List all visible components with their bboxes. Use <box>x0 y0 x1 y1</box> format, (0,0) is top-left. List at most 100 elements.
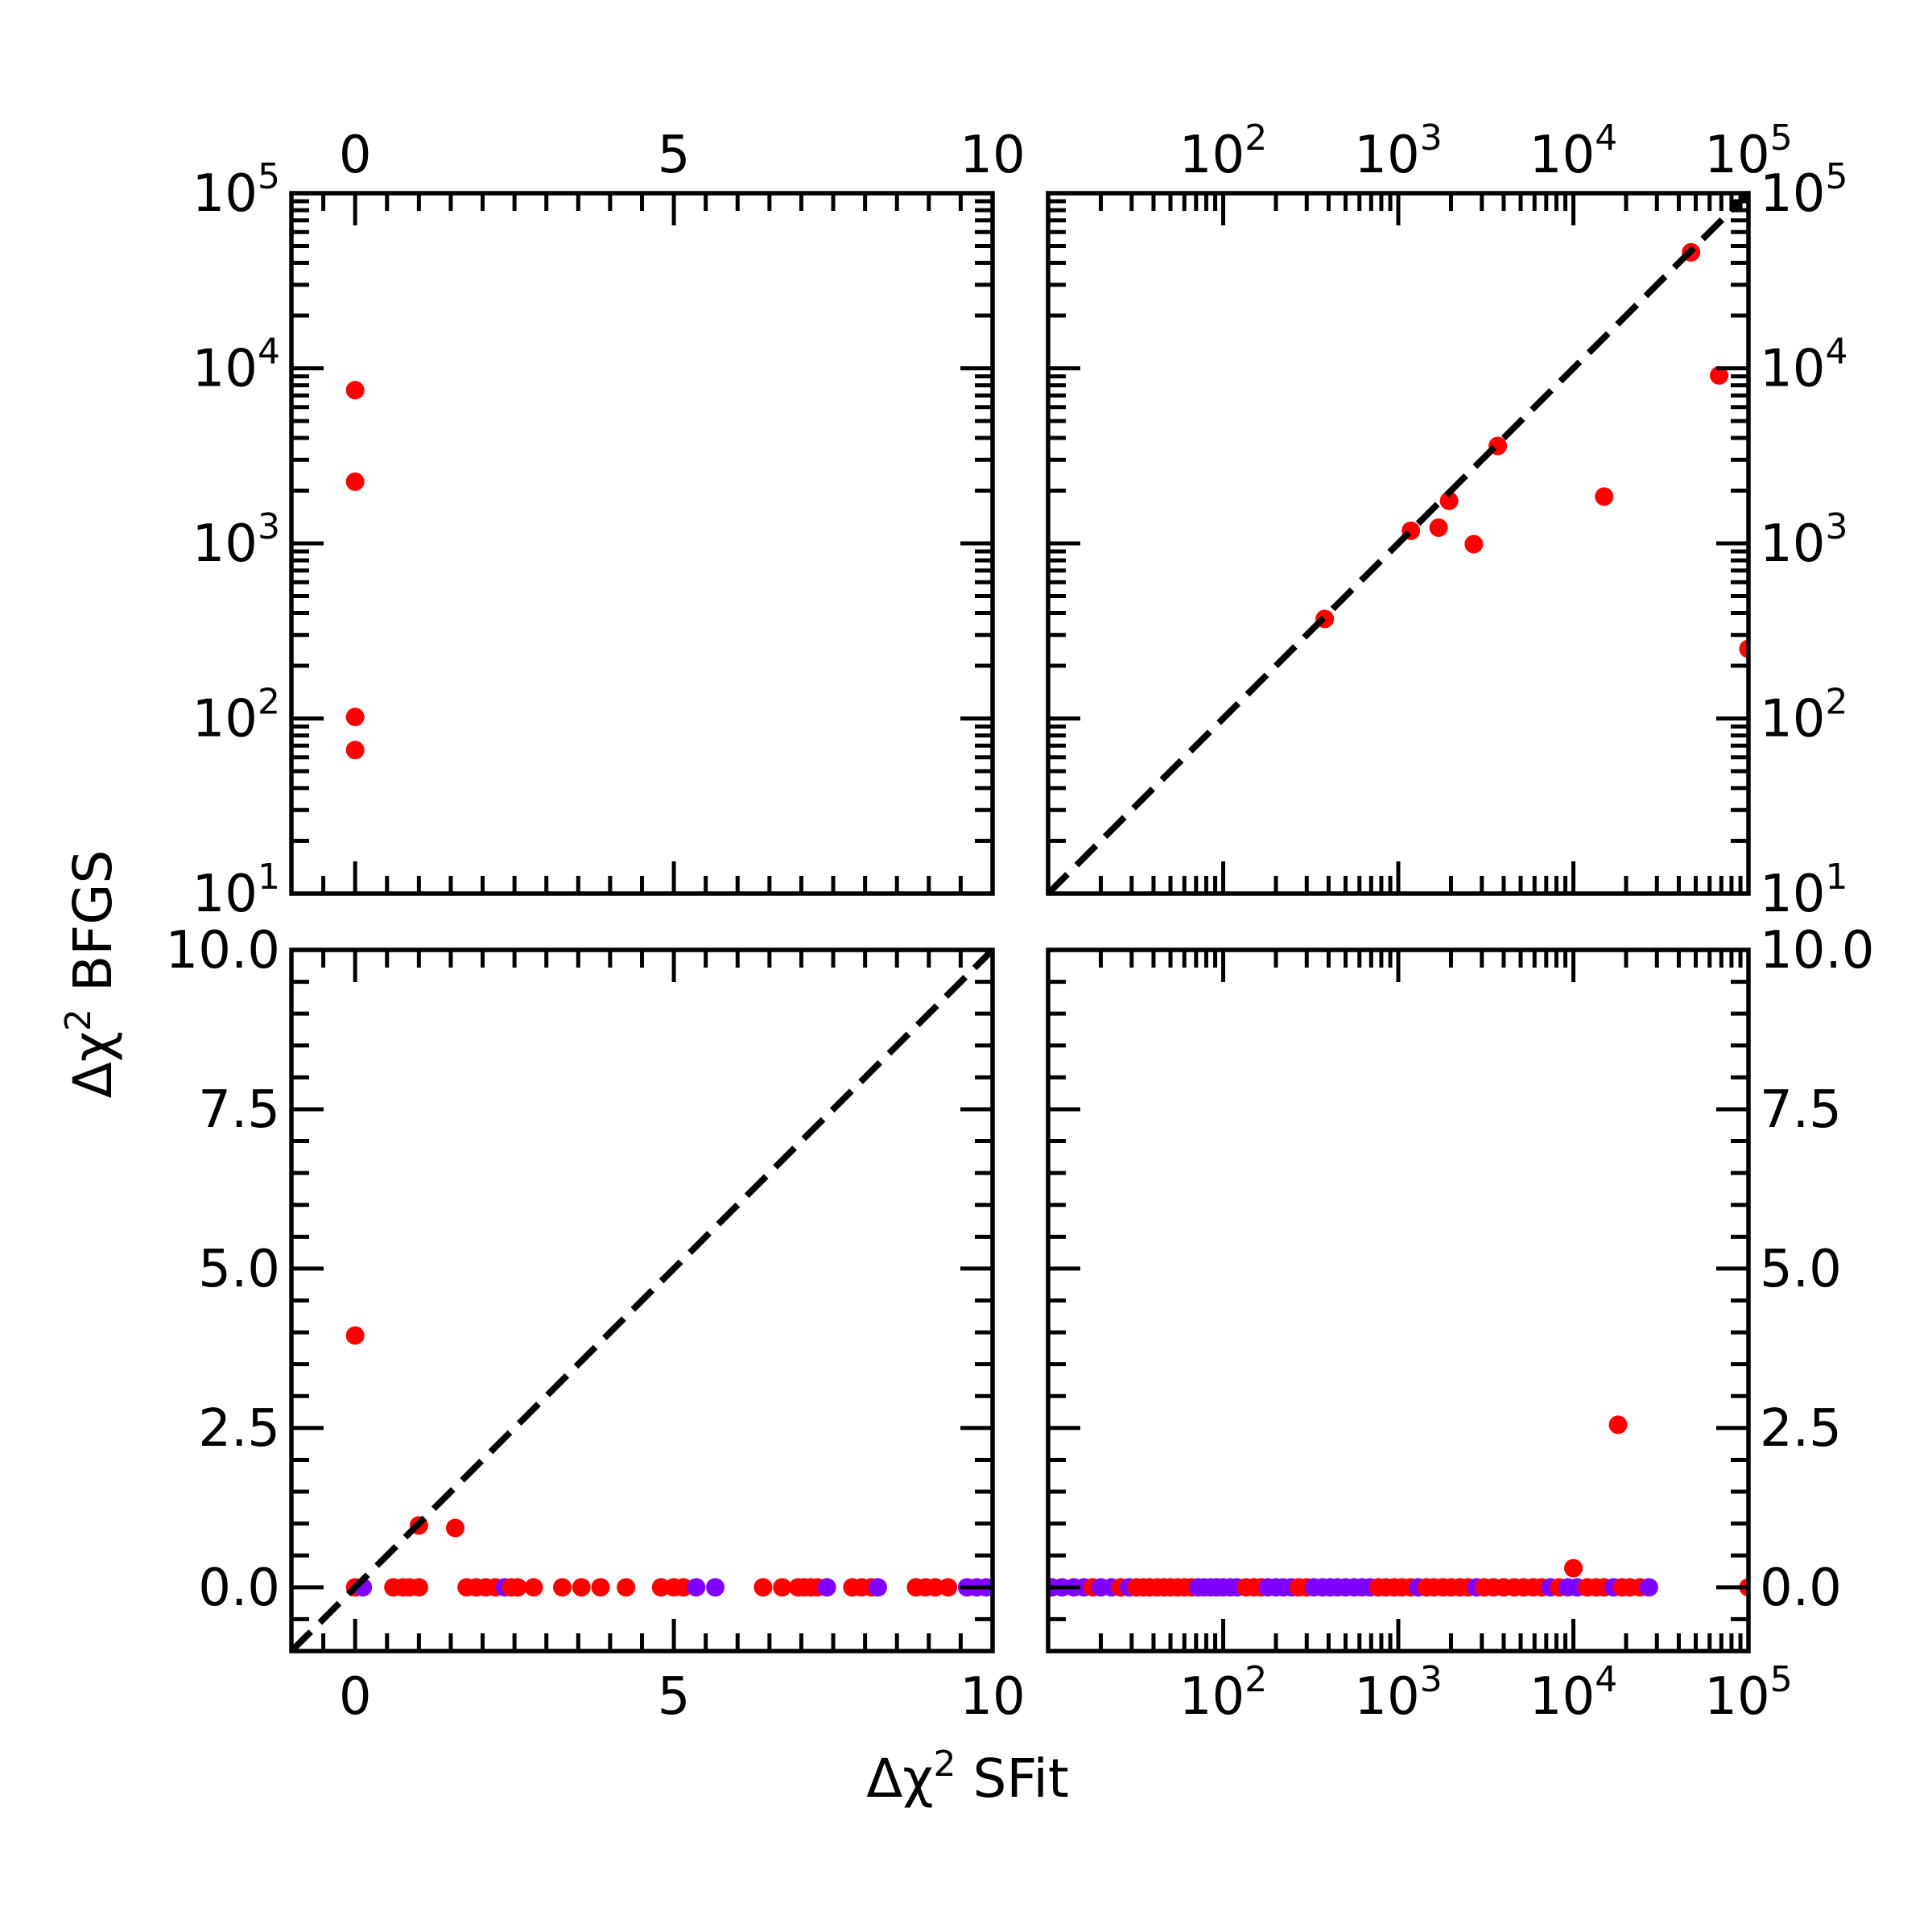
x-tick-label-base: 10 <box>1354 1667 1419 1727</box>
panel-frame <box>1046 947 1751 1653</box>
x-tick-label-exponent: 3 <box>1420 118 1443 159</box>
data-point <box>753 1578 773 1597</box>
y-tick-label-exponent: 1 <box>258 857 280 898</box>
x-tick-label-base: 10 <box>1530 126 1595 185</box>
y-tick-label: 7.5 <box>1760 1080 1842 1140</box>
y-tick-label-exponent: 1 <box>1825 857 1847 898</box>
data-point <box>345 472 365 491</box>
x-tick-label-exponent: 2 <box>1245 1659 1267 1700</box>
y-tick-label-exponent: 3 <box>1825 506 1847 547</box>
data-point <box>687 1578 706 1597</box>
data-point <box>591 1578 610 1597</box>
x-tick-label-base: 10 <box>1704 1667 1769 1727</box>
x-tick-label-base: 10 <box>1354 126 1419 185</box>
y-tick-label-base: 10 <box>1760 690 1825 749</box>
data-point <box>409 1578 428 1597</box>
data-point <box>617 1578 636 1597</box>
y-tick-label-exponent: 4 <box>1825 332 1847 373</box>
x-tick-label: 0 <box>339 1667 372 1727</box>
x-tick-label: 102 <box>1179 118 1267 185</box>
x-tick-label-exponent: 4 <box>1595 118 1617 159</box>
y-tick-label: 101 <box>1760 857 1847 924</box>
y-tick-label-exponent: 5 <box>1825 156 1847 197</box>
x-tick-label: 104 <box>1530 1659 1617 1727</box>
x-tick-label-exponent: 5 <box>1770 1659 1793 1700</box>
y-tick-label: 103 <box>1760 506 1847 574</box>
data-point <box>524 1578 543 1597</box>
y-tick-label-exponent: 2 <box>258 682 280 723</box>
y-tick-label: 0.0 <box>1760 1558 1842 1618</box>
data-point <box>1639 1578 1658 1597</box>
y-tick-label-exponent: 3 <box>258 506 280 547</box>
data-point <box>1710 365 1729 385</box>
y-tick-label: 10.0 <box>1760 921 1875 980</box>
x-tick-label-base: 10 <box>1179 126 1245 185</box>
data-point <box>1739 639 1748 658</box>
x-tick-label: 102 <box>1179 1659 1267 1727</box>
y-axis-label: Δχ2 BFGS <box>58 850 124 1099</box>
tick-labels: 0 5 10 0.0 2.5 5.0 7.5 10.0 <box>166 921 1026 1727</box>
panel-frame <box>1046 191 1751 896</box>
data-point <box>651 1578 671 1597</box>
x-tick-label: 5 <box>658 126 691 185</box>
x-tick-label-exponent: 5 <box>1770 118 1793 159</box>
y-tick-label: 7.5 <box>198 1080 280 1140</box>
ticks <box>289 191 995 896</box>
y-tick-label: 2.5 <box>1760 1399 1842 1459</box>
data-point <box>345 1326 365 1345</box>
y-tick-label-base: 10 <box>1760 164 1825 224</box>
y-tick-label-base: 10 <box>192 514 258 574</box>
x-tick-label: 103 <box>1354 1659 1442 1727</box>
data-point <box>1439 491 1459 510</box>
data-point <box>1608 1415 1628 1435</box>
x-tick-label: 0 <box>339 126 372 185</box>
data-point <box>553 1578 572 1597</box>
y-tick-label-exponent: 5 <box>258 156 280 197</box>
data-point <box>1429 518 1448 537</box>
data-point <box>345 381 365 400</box>
y-tick-label-base: 10 <box>1760 865 1825 924</box>
y-tick-label-base: 10 <box>192 865 258 924</box>
data-layer <box>345 381 365 760</box>
x-tick-label: 10 <box>960 1667 1025 1727</box>
x-tick-label: 5 <box>658 1667 691 1727</box>
data-point <box>572 1578 591 1597</box>
data-point <box>345 708 365 727</box>
y-tick-label: 104 <box>1760 332 1847 399</box>
y-tick-label: 102 <box>1760 682 1847 749</box>
y-tick-label-exponent: 2 <box>1825 682 1847 723</box>
x-tick-label-base: 10 <box>1179 1667 1245 1727</box>
data-point <box>868 1578 887 1597</box>
identity-line <box>289 947 995 1653</box>
data-point <box>445 1518 464 1538</box>
y-tick-label: 0.0 <box>198 1558 280 1618</box>
data-point <box>926 1578 945 1597</box>
y-tick-label: 2.5 <box>198 1399 280 1459</box>
data-point <box>939 1578 958 1597</box>
data-layer <box>1315 242 1748 658</box>
ticks <box>1048 947 1751 1653</box>
x-axis-label: Δχ2 SFit <box>866 1744 1069 1810</box>
data-point <box>706 1578 725 1597</box>
y-tick-label: 105 <box>192 156 280 224</box>
y-tick-label: 104 <box>192 332 280 399</box>
y-tick-label: 5.0 <box>198 1240 280 1299</box>
x-tick-label-exponent: 4 <box>1595 1659 1617 1700</box>
panel-frame <box>289 191 995 896</box>
y-tick-label: 101 <box>192 857 280 924</box>
data-point <box>674 1578 693 1597</box>
y-tick-label: 102 <box>192 682 280 749</box>
y-tick-label-base: 10 <box>192 340 258 399</box>
y-tick-label-base: 10 <box>1760 340 1825 399</box>
x-tick-label-base: 10 <box>1704 126 1769 185</box>
y-tick-label-base: 10 <box>192 164 258 224</box>
x-tick-label: 105 <box>1704 1659 1792 1727</box>
data-point <box>817 1578 836 1597</box>
data-layer <box>1048 1415 1748 1597</box>
